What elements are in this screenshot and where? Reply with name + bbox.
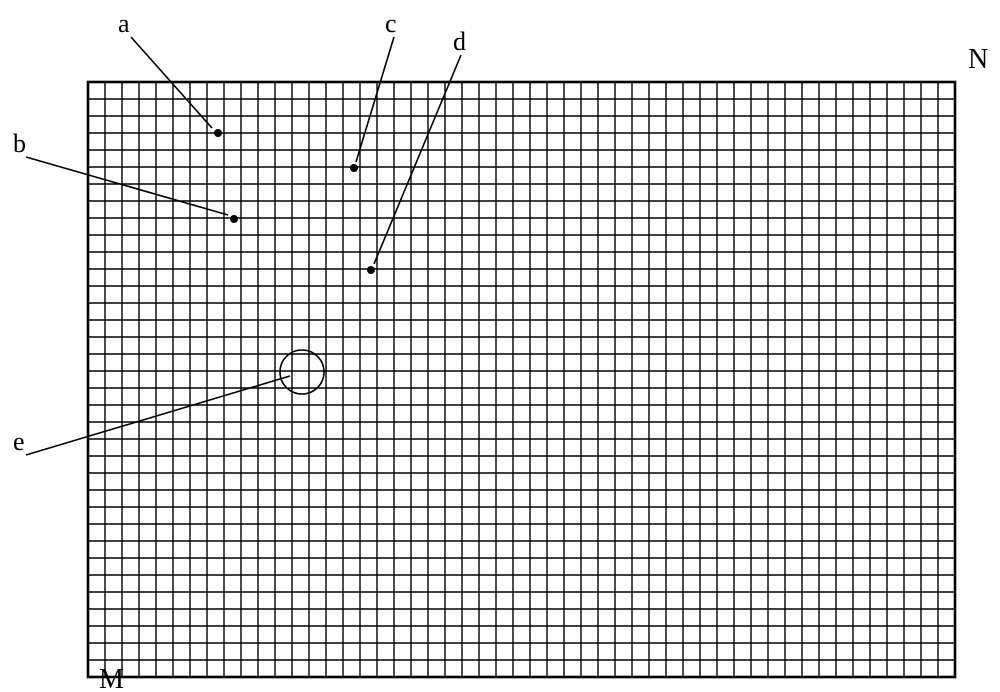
point-d [367,266,375,274]
diagram-svg: a b c d e N M [0,0,1000,692]
label-e: e [13,427,25,456]
point-c [350,164,358,172]
diagram-container: a b c d e N M [0,0,1000,692]
corner-label-M: M [99,664,124,692]
corner-label-N: N [968,44,988,75]
point-a [214,129,222,137]
label-b: b [13,129,26,158]
label-a: a [118,9,130,38]
label-c: c [385,9,397,38]
grid-background [88,82,955,677]
point-b [230,215,238,223]
label-d: d [453,27,466,56]
